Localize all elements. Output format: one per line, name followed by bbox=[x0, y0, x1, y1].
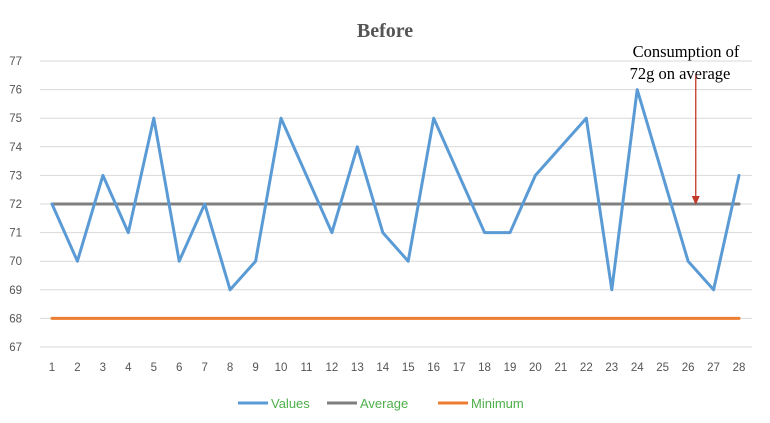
x-tick-label: 6 bbox=[176, 362, 182, 374]
x-tick-label: 20 bbox=[529, 362, 542, 374]
x-tick-label: 27 bbox=[707, 362, 720, 374]
legend: Values Average Minimum bbox=[238, 396, 524, 411]
annotation-arrow-head bbox=[691, 196, 700, 205]
x-tick-label: 14 bbox=[376, 362, 389, 374]
x-tick-label: 17 bbox=[453, 362, 466, 374]
x-tick-label: 25 bbox=[656, 362, 669, 374]
x-tick-label: 7 bbox=[201, 362, 207, 374]
y-tick-label: 74 bbox=[9, 142, 22, 154]
y-tick-label: 70 bbox=[9, 256, 22, 268]
x-tick-label: 26 bbox=[682, 362, 695, 374]
chart-title: Before bbox=[357, 20, 413, 42]
x-tick-label: 24 bbox=[631, 362, 644, 374]
x-tick-label: 28 bbox=[733, 362, 746, 374]
x-tick-label: 12 bbox=[325, 362, 338, 374]
x-tick-label: 22 bbox=[580, 362, 593, 374]
y-tick-label: 72 bbox=[9, 199, 22, 211]
y-tick-label: 69 bbox=[9, 285, 22, 297]
x-tick-label: 8 bbox=[227, 362, 233, 374]
x-tick-label: 10 bbox=[275, 362, 288, 374]
x-tick-label: 2 bbox=[74, 362, 80, 374]
x-tick-label: 11 bbox=[300, 362, 312, 374]
x-tick-label: 16 bbox=[427, 362, 440, 374]
x-tick-label: 23 bbox=[605, 362, 618, 374]
series-lines bbox=[50, 88, 741, 320]
annotation: Consumption of 72g on average bbox=[630, 42, 740, 205]
y-tick-label: 75 bbox=[9, 113, 22, 125]
x-tick-label: 3 bbox=[100, 362, 106, 374]
x-tick-label: 19 bbox=[504, 362, 517, 374]
y-tick-label: 77 bbox=[9, 56, 22, 68]
y-tick-label: 73 bbox=[9, 170, 22, 182]
x-tick-label: 18 bbox=[478, 362, 491, 374]
y-tick-label: 67 bbox=[9, 342, 22, 354]
annotation-line-2: 72g on average bbox=[630, 64, 731, 83]
annotation-line-1: Consumption of bbox=[633, 42, 740, 61]
legend-label-average: Average bbox=[360, 396, 408, 411]
x-tick-label: 13 bbox=[351, 362, 364, 374]
y-tick-label: 76 bbox=[9, 85, 22, 97]
legend-label-minimum: Minimum bbox=[471, 396, 524, 411]
x-tick-label: 9 bbox=[252, 362, 258, 374]
x-tick-label: 5 bbox=[151, 362, 157, 374]
y-axis-ticks: 67 68 69 70 71 72 73 74 75 76 77 bbox=[9, 56, 22, 354]
legend-label-values: Values bbox=[271, 396, 310, 411]
y-tick-label: 68 bbox=[9, 313, 22, 325]
y-tick-label: 71 bbox=[9, 228, 22, 240]
x-tick-label: 15 bbox=[402, 362, 415, 374]
x-tick-label: 1 bbox=[49, 362, 55, 374]
x-tick-label: 4 bbox=[125, 362, 132, 374]
x-tick-label: 21 bbox=[554, 362, 567, 374]
series-line-values bbox=[50, 88, 741, 292]
x-axis-ticks: 1 2 3 4 5 6 7 8 9 10 11 12 13 14 15 16 17 18 19 20 21 22 23 24 2… bbox=[49, 362, 746, 374]
